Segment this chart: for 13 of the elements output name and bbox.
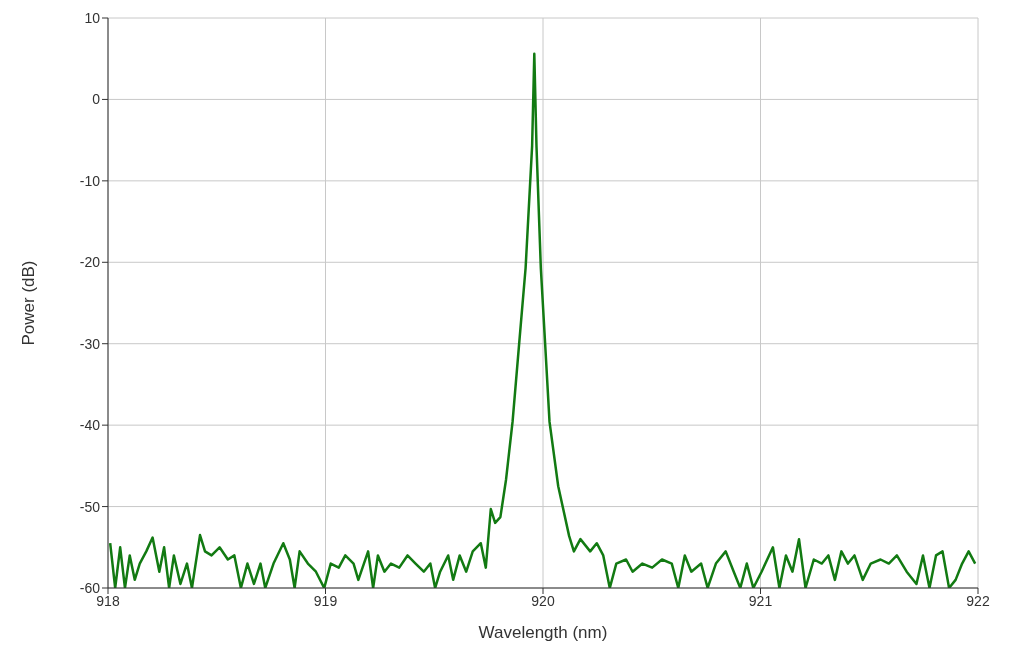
y-tick-label: -10: [79, 172, 101, 189]
y-tick-label: -30: [79, 335, 101, 352]
y-axis-title: Power (dB): [19, 260, 39, 346]
y-tick-label: 0: [92, 91, 101, 108]
x-tick-label: 922: [966, 592, 990, 609]
y-tick-label: -50: [79, 498, 101, 515]
x-tick-label: 919: [313, 592, 338, 609]
x-tick-label: 920: [531, 592, 555, 609]
y-tick-label: 10: [84, 9, 101, 26]
x-axis-title: Wavelength (nm): [478, 623, 608, 642]
x-tick-label: 921: [748, 592, 773, 609]
y-tick-label: -20: [79, 254, 101, 271]
y-tick-label: -40: [79, 417, 101, 434]
